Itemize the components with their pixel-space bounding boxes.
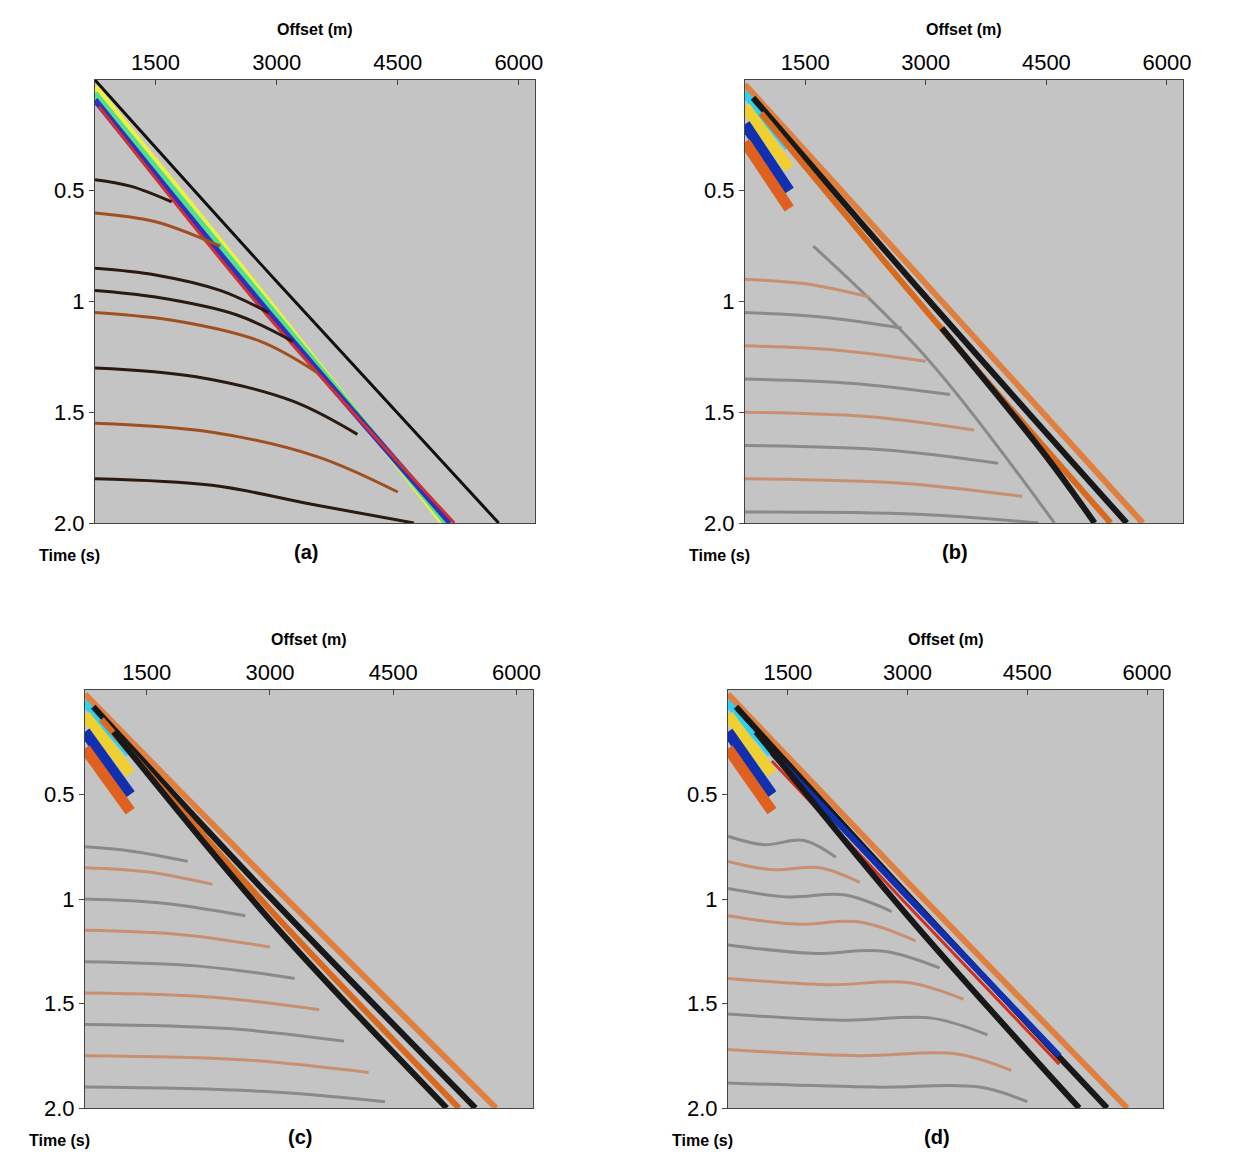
svg-text:1.5: 1.5 (704, 400, 735, 425)
svg-text:1.5: 1.5 (44, 991, 75, 1016)
svg-text:3000: 3000 (252, 50, 301, 75)
svg-text:6000: 6000 (494, 50, 543, 75)
svg-text:1500: 1500 (122, 660, 171, 685)
svg-text:1.5: 1.5 (54, 400, 85, 425)
svg-text:Offset (m): Offset (m) (908, 631, 984, 648)
svg-text:1500: 1500 (781, 50, 830, 75)
svg-text:(c): (c) (288, 1126, 312, 1148)
svg-text:1: 1 (722, 289, 734, 314)
svg-text:2.0: 2.0 (54, 511, 85, 536)
svg-text:Time (s): Time (s) (672, 1132, 733, 1149)
svg-text:(d): (d) (924, 1126, 950, 1148)
svg-text:Offset (m): Offset (m) (271, 631, 347, 648)
svg-text:(a): (a) (294, 541, 318, 563)
svg-text:Time (s): Time (s) (689, 547, 750, 564)
svg-text:6000: 6000 (1123, 660, 1172, 685)
svg-text:1: 1 (72, 289, 84, 314)
svg-text:6000: 6000 (1142, 50, 1191, 75)
svg-text:Offset (m): Offset (m) (277, 21, 353, 38)
svg-text:1500: 1500 (763, 660, 812, 685)
svg-text:3000: 3000 (901, 50, 950, 75)
svg-text:6000: 6000 (492, 660, 541, 685)
svg-text:4500: 4500 (1003, 660, 1052, 685)
svg-text:2.0: 2.0 (687, 1096, 718, 1121)
svg-text:Offset (m): Offset (m) (926, 21, 1002, 38)
svg-text:1500: 1500 (131, 50, 180, 75)
svg-text:1: 1 (705, 887, 717, 912)
svg-text:2.0: 2.0 (704, 511, 735, 536)
svg-text:3000: 3000 (245, 660, 294, 685)
svg-text:2.0: 2.0 (44, 1096, 75, 1121)
svg-text:3000: 3000 (883, 660, 932, 685)
svg-text:0.5: 0.5 (704, 178, 735, 203)
svg-text:Time (s): Time (s) (29, 1132, 90, 1149)
svg-text:4500: 4500 (1022, 50, 1071, 75)
svg-text:(b): (b) (942, 541, 968, 563)
svg-text:4500: 4500 (373, 50, 422, 75)
svg-text:4500: 4500 (369, 660, 418, 685)
svg-text:1.5: 1.5 (687, 991, 718, 1016)
svg-text:1: 1 (62, 887, 74, 912)
svg-text:0.5: 0.5 (54, 178, 85, 203)
svg-text:0.5: 0.5 (44, 782, 75, 807)
svg-text:Time (s): Time (s) (39, 547, 100, 564)
svg-text:0.5: 0.5 (687, 782, 718, 807)
